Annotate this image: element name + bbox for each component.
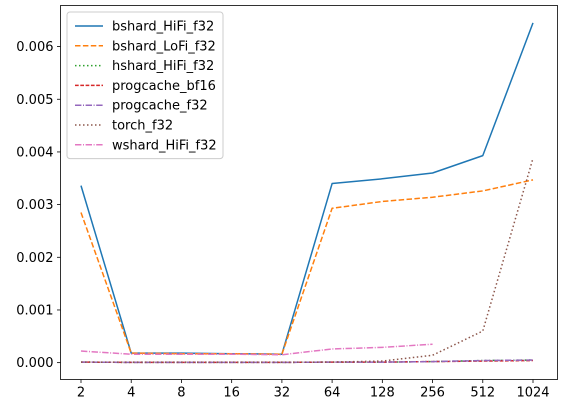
legend-label: torch_f32 — [112, 119, 173, 134]
x-tick-label: 1024 — [516, 386, 549, 401]
series-line-wshard-hifi-f32 — [80, 343, 433, 356]
y-tick-label: 0.004 — [16, 145, 53, 160]
x-tick-label: 4 — [127, 386, 135, 401]
legend-label: bshard_LoFi_f32 — [112, 39, 216, 54]
x-tick-label: 256 — [420, 386, 445, 401]
legend-box — [66, 11, 224, 160]
series-line-bshard-lofi-f32 — [80, 179, 534, 355]
legend-label: progcache_f32 — [112, 99, 208, 114]
y-tick-label: 0.002 — [16, 251, 53, 266]
axes-layer: 2 4 8 16 32 64 128 256 512 1024 0.000 0.001 0.002 0.0… — [16, 5, 558, 401]
legend-label: hshard_HiFi_f32 — [112, 59, 214, 74]
legend-label: bshard_HiFi_f32 — [112, 20, 214, 35]
x-tick-label: 64 — [324, 386, 341, 401]
x-tick-label: 2 — [77, 386, 85, 401]
legend: bshard_HiFi_f32 bshard_LoFi_f32 hshard_HiF… — [66, 11, 224, 160]
y-tick-label: 0.006 — [16, 40, 53, 55]
y-tick-label: 0.005 — [16, 93, 53, 108]
x-tick-label: 32 — [274, 386, 291, 401]
y-tick-label: 0.000 — [16, 356, 53, 371]
legend-label: wshard_HiFi_f32 — [112, 138, 217, 153]
x-tick-label: 512 — [470, 386, 495, 401]
legend-label: progcache_bf16 — [112, 79, 216, 94]
x-tick-label: 128 — [370, 386, 395, 401]
y-tick-label: 0.003 — [16, 198, 53, 213]
series-line-progcache-f32 — [80, 359, 534, 364]
axes-frame — [60, 5, 558, 380]
series-layer — [80, 22, 534, 364]
y-tick-label: 0.001 — [16, 303, 53, 318]
x-tick-label: 8 — [177, 386, 185, 401]
x-tick-label: 16 — [223, 386, 240, 401]
